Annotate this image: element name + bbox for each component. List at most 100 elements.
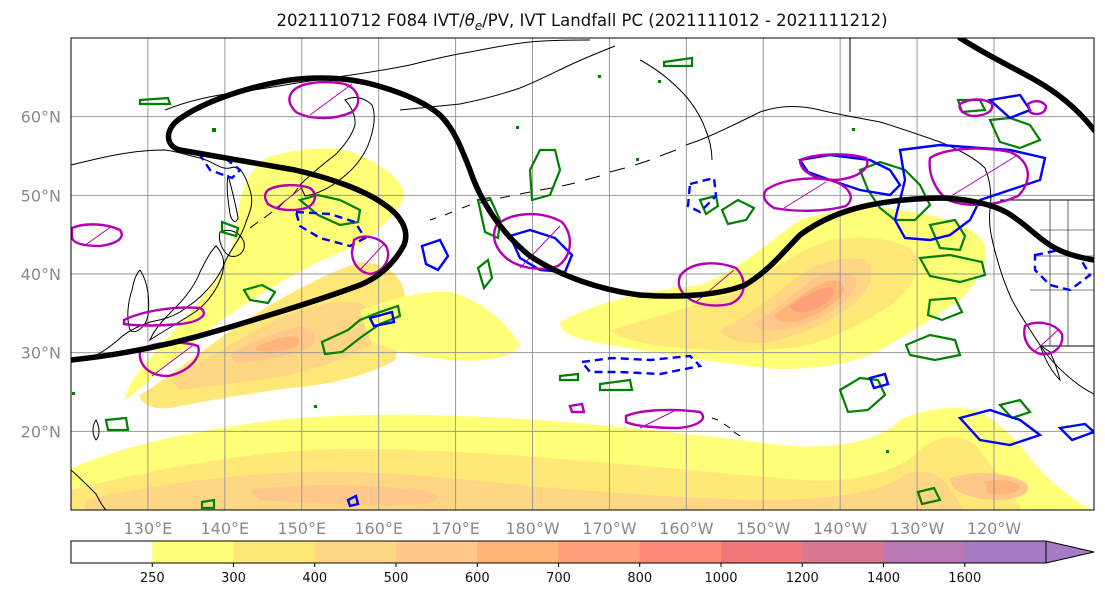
pv-contour (288, 80, 360, 120)
ivt-contour (1057, 422, 1094, 442)
pv-contour (492, 212, 571, 270)
pv-contour (677, 262, 745, 307)
jet-line-northeast (957, 38, 1094, 133)
pv-contour (122, 306, 206, 327)
coast-taiwan (92, 419, 100, 441)
coast-chukotka (399, 45, 616, 111)
longitude-label: 170°W (582, 519, 637, 538)
figure-title: 2021110712 F084 IVT/θe/PV, IVT Landfall … (276, 11, 887, 33)
colorbar-segment (152, 541, 234, 563)
colorbar-label: 800 (627, 571, 652, 586)
theta-e-contour (928, 218, 967, 252)
colorbar-label: 1000 (704, 571, 737, 586)
latitude-label: 60°N (21, 108, 61, 127)
theta-e-contour (558, 372, 580, 382)
coast-hokkaido (219, 229, 245, 257)
colorbar-label: 400 (302, 571, 327, 586)
longitude-label: 180°W (505, 519, 560, 538)
scatter-dots (72, 75, 889, 453)
colorbar-segment (883, 541, 966, 563)
theta-e-contour (918, 253, 987, 284)
colorbar: 250 300 400 500 600 700 800 1000 1200 1400 1600 (70, 540, 1095, 586)
colorbar-label: 300 (221, 571, 246, 586)
border-states (1030, 200, 1094, 346)
theta-e-contour (926, 296, 964, 322)
map-panel (71, 38, 1094, 510)
theta-e-contour (838, 376, 887, 414)
ivt-contour (508, 228, 574, 274)
theta-e-contour (476, 196, 502, 240)
coast-aleutians (429, 139, 701, 221)
latitude-label: 30°N (21, 344, 61, 363)
pv-contour (762, 177, 852, 212)
jet-lines (71, 38, 1094, 363)
colorbar-label: 700 (546, 571, 571, 586)
ivt-contours (197, 93, 1094, 508)
ivt-tropical-500 (250, 485, 439, 506)
theta-e-contour (200, 498, 216, 510)
colorbar-segment (964, 541, 1047, 563)
coast-philippines (71, 469, 107, 510)
latitude-label: 40°N (21, 265, 61, 284)
theta-e-contour (528, 148, 562, 202)
colorbar-label: 250 (140, 571, 165, 586)
coast-alaska-west (639, 59, 713, 161)
ivt-contour-dashed (579, 354, 703, 376)
colorbar-segment (233, 541, 316, 563)
ivt-contour (346, 494, 360, 508)
pv-contours (71, 80, 1064, 430)
ivt-contour (868, 372, 890, 390)
latitude-label: 20°N (21, 422, 61, 441)
longitude-label: 150°E (277, 519, 326, 538)
ivt-plume-east-700 (790, 287, 834, 313)
pv-contour (798, 153, 869, 182)
theta-e-contour (242, 283, 277, 305)
theta-e-contours (104, 56, 1042, 510)
ivt-contour (420, 238, 450, 272)
coast-sakhalin (226, 174, 239, 222)
theta-e-contour (138, 96, 172, 106)
coast-korea (127, 269, 150, 333)
theta-e-contour (904, 333, 962, 362)
coast-alaska-south (699, 106, 986, 169)
theta-e-contour (104, 416, 130, 432)
colorbar-segment (71, 541, 153, 563)
theta-e-contour (598, 378, 634, 392)
colorbar-segment (477, 541, 559, 563)
pv-contour (568, 402, 586, 414)
colorbar-extend-arrow (1045, 540, 1095, 564)
coast-japan-honshu (148, 245, 225, 342)
latitude-labels: 20°N 30°N 40°N 50°N 60°N (21, 108, 61, 442)
map-frame (70, 37, 1095, 511)
jet-line-west (71, 75, 1094, 363)
longitude-label: 170°E (431, 519, 480, 538)
theta-e-contour (916, 486, 942, 506)
colorbar-segment (558, 541, 641, 563)
theta-e-contour (662, 56, 694, 68)
colorbar-label: 500 (384, 571, 409, 586)
colorbar-segment (802, 541, 884, 563)
longitude-labels: 130°E 140°E 150°E 160°E 170°E 180°W 170°W 160°W… (124, 519, 1022, 538)
longitude-label: 160°E (354, 519, 403, 538)
ivt-contour (797, 153, 902, 197)
colorbar-segment (721, 541, 803, 563)
theta-e-contour (320, 304, 402, 356)
ivt-contour-dashed (686, 176, 718, 214)
coast-asia-north (71, 149, 253, 363)
colorbar-label: 1600 (948, 571, 981, 586)
longitude-label: 120°W (967, 519, 1022, 538)
pv-hatch (83, 83, 1059, 429)
longitude-label: 150°W (736, 519, 791, 538)
coast-kuriles (249, 187, 299, 229)
longitude-label: 160°W (659, 519, 714, 538)
pv-contour (263, 184, 317, 212)
pv-contour (71, 223, 123, 248)
pv-contour (624, 408, 705, 430)
colorbar-segment (314, 541, 397, 563)
pv-contour (350, 235, 390, 276)
pv-contour (958, 98, 994, 118)
colorbar-label: 1400 (867, 571, 900, 586)
gridlines (71, 38, 1094, 510)
theta-e-contour (297, 193, 362, 227)
